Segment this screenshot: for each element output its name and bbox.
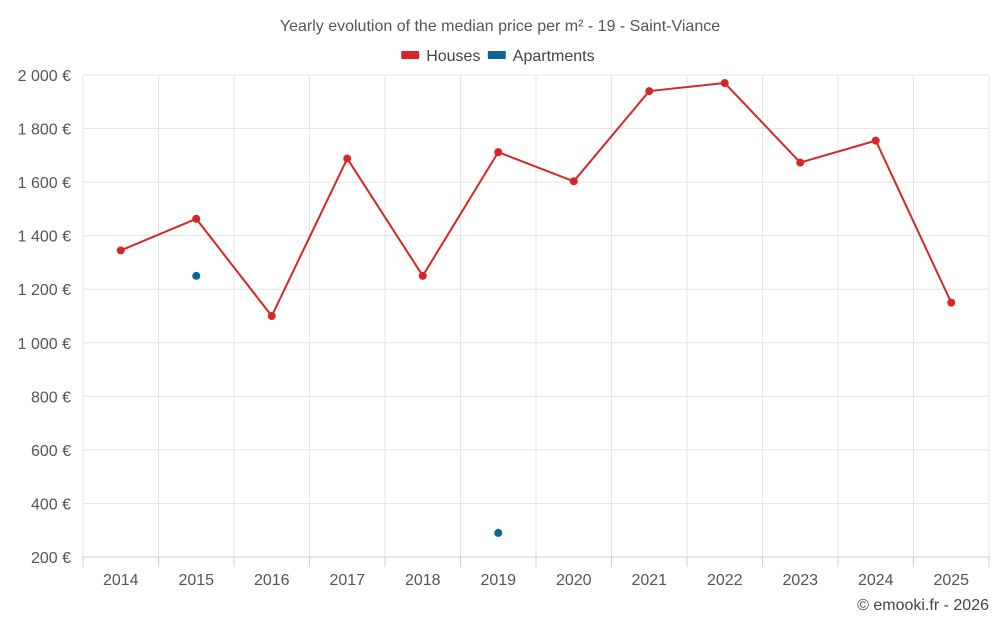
x-tick-label: 2017 xyxy=(329,572,365,589)
y-tick-label: 400 € xyxy=(31,496,71,513)
x-tick-label: 2015 xyxy=(178,572,214,589)
houses-point[interactable] xyxy=(343,154,352,163)
legend-item-apartments[interactable]: Apartments xyxy=(513,48,595,65)
x-tick-label: 2019 xyxy=(480,572,516,589)
y-tick-label: 1 800 € xyxy=(18,122,71,139)
houses-point[interactable] xyxy=(871,136,880,145)
y-tick-label: 600 € xyxy=(31,443,71,460)
legend-swatch-houses xyxy=(401,51,420,59)
grid xyxy=(82,74,990,557)
houses-point[interactable] xyxy=(645,87,654,96)
apartments-point[interactable] xyxy=(494,528,503,537)
houses-point[interactable] xyxy=(418,271,427,280)
y-tick-label: 800 € xyxy=(31,389,71,406)
x-tick-label: 2021 xyxy=(631,572,667,589)
credit-text: © emooki.fr - 2026 xyxy=(857,597,989,614)
series xyxy=(116,79,956,537)
y-tick-label: 1 200 € xyxy=(18,282,71,299)
x-tick-label: 2023 xyxy=(782,572,818,589)
x-tick-label: 2014 xyxy=(103,572,139,589)
houses-line xyxy=(120,82,953,317)
houses-point[interactable] xyxy=(192,214,201,223)
x-tick-label: 2020 xyxy=(556,572,592,589)
houses-point[interactable] xyxy=(116,246,125,255)
legend-swatch-apartments xyxy=(487,51,506,59)
houses-point[interactable] xyxy=(267,312,276,320)
y-tick-label: 2 000 € xyxy=(18,68,71,85)
x-tick-label: 2024 xyxy=(858,572,894,589)
y-tick-label: 1 400 € xyxy=(18,229,71,246)
x-tick-label: 2025 xyxy=(933,572,969,589)
axes: 200 € 400 € 600 € 800 € 1 000 € 1 200 € 1 400 … xyxy=(18,68,990,589)
legend: Houses Apartments xyxy=(401,48,595,65)
x-tick-label: 2022 xyxy=(707,572,743,589)
houses-point[interactable] xyxy=(947,298,956,307)
chart-title: Yearly evolution of the median price per… xyxy=(280,18,720,35)
y-tick-label: 1 600 € xyxy=(18,175,71,192)
houses-point[interactable] xyxy=(569,177,578,186)
apartments-point[interactable] xyxy=(192,271,201,280)
legend-item-houses[interactable]: Houses xyxy=(426,48,480,65)
y-tick-label: 200 € xyxy=(31,550,71,567)
x-tick-label: 2018 xyxy=(405,572,441,589)
houses-point[interactable] xyxy=(494,148,503,157)
x-tick-label: 2016 xyxy=(254,572,290,589)
houses-point[interactable] xyxy=(720,79,729,88)
houses-point[interactable] xyxy=(796,158,805,167)
y-tick-label: 1 000 € xyxy=(18,336,71,353)
